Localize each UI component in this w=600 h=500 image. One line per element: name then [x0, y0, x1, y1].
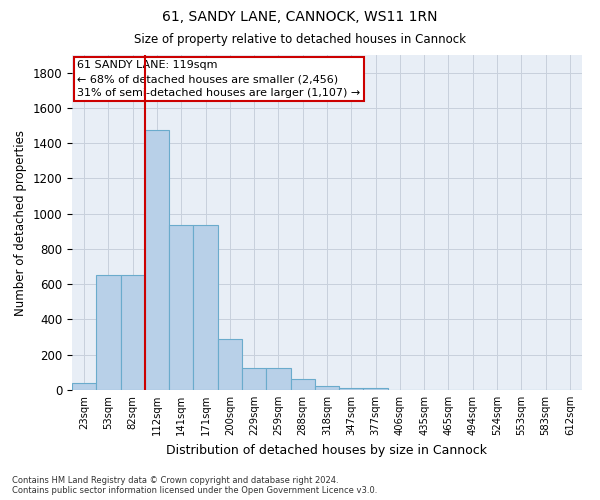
Text: 61, SANDY LANE, CANNOCK, WS11 1RN: 61, SANDY LANE, CANNOCK, WS11 1RN	[162, 10, 438, 24]
Bar	[364, 388, 388, 390]
Bar	[193, 224, 218, 390]
X-axis label: Distribution of detached houses by size in Cannock: Distribution of detached houses by size …	[167, 444, 487, 456]
Bar	[218, 339, 242, 390]
Bar	[72, 384, 96, 390]
Bar	[242, 368, 266, 390]
Y-axis label: Number of detached properties: Number of detached properties	[14, 130, 27, 316]
Bar	[266, 368, 290, 390]
Bar	[96, 275, 121, 390]
Bar	[315, 386, 339, 390]
Text: 61 SANDY LANE: 119sqm
← 68% of detached houses are smaller (2,456)
31% of semi-d: 61 SANDY LANE: 119sqm ← 68% of detached …	[77, 60, 361, 98]
Bar	[290, 379, 315, 390]
Bar	[339, 388, 364, 390]
Bar	[121, 275, 145, 390]
Text: Contains HM Land Registry data © Crown copyright and database right 2024.
Contai: Contains HM Land Registry data © Crown c…	[12, 476, 377, 495]
Text: Size of property relative to detached houses in Cannock: Size of property relative to detached ho…	[134, 32, 466, 46]
Bar	[169, 224, 193, 390]
Bar	[145, 130, 169, 390]
